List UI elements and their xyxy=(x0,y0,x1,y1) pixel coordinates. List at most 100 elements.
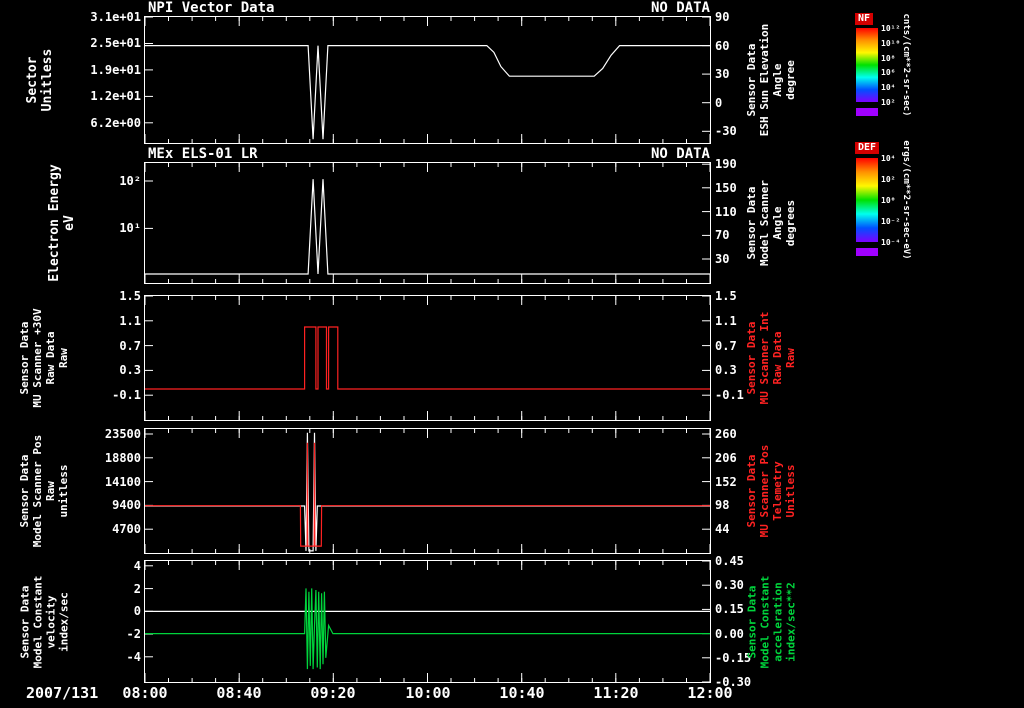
panel-1-left-tick-label: 3.1e+01 xyxy=(90,10,141,24)
panel-5-right-tick-label: 0.00 xyxy=(715,627,744,641)
panel-5-right-axis-title-line: Model Constant xyxy=(758,575,771,668)
panel-1-left-tick-label: 6.2e+00 xyxy=(90,116,141,130)
x-tick-label: 09:20 xyxy=(310,684,356,702)
panel-1-right-tick-label: -30 xyxy=(715,124,737,138)
colorbar-tick-label: 10² xyxy=(881,98,896,107)
series-mu-scanner-pos-telemetry xyxy=(145,442,710,547)
panel-2-left-tick-label: 10¹ xyxy=(119,221,141,235)
series-model-scanner-angle xyxy=(145,179,710,275)
panel-5-right-axis-title: Sensor Data Model Constant acceleration ind… xyxy=(745,560,797,683)
panel-4-left-axis-title-line: Sensor Data xyxy=(18,454,31,528)
series-mu-scanner-30v-raw xyxy=(145,326,710,390)
colorbar-unit-text: cnts/(cm**2-sr-sec) xyxy=(901,13,911,117)
panel-5-left-axis-title: Sensor Data Model Constant velocity index/s… xyxy=(18,560,70,683)
panel-5-right-tick-label: -0.30 xyxy=(715,675,752,689)
panel-1-left-axis-title-line: Sector xyxy=(25,56,40,104)
panel-3-right-tick-label: 1.5 xyxy=(715,289,737,303)
panel-1-left-axis-title-line: Unitless xyxy=(40,48,55,112)
panel-4-right-axis-title-line: Unitless xyxy=(784,464,797,518)
panel-1-right-tick-label: 0 xyxy=(715,96,723,110)
panel-3-left-axis-title-line: Sensor Data xyxy=(18,321,31,395)
colorbar-below-range-block xyxy=(856,248,878,256)
panel-5-right-tick-label: 0.45 xyxy=(715,554,744,568)
panel-3-plot xyxy=(145,296,710,420)
colorbar-unit-label: cnts/(cm**2-sr-sec) xyxy=(901,5,911,125)
panel-1-left-tick-label: 1.9e+01 xyxy=(90,63,141,77)
panel-2-right-axis-title: Sensor Data Model Scanner Angle degrees xyxy=(745,162,797,284)
panel-4-right-tick-label: 44 xyxy=(715,522,730,536)
panel-4-left-axis-title: Sensor Data Model Scanner Pos Raw unitless xyxy=(18,428,70,554)
panel-5-right-tick-label: -0.15 xyxy=(715,651,752,665)
x-tick-label: 12:00 xyxy=(687,684,733,702)
panel-5-plot xyxy=(145,561,710,682)
panel-4-left-tick-label: 18800 xyxy=(104,451,141,465)
x-tick-label: 11:20 xyxy=(593,684,639,702)
panel-3-right-axis-title-line: Sensor Data xyxy=(745,321,758,395)
colorbar-tick-label: 10² xyxy=(881,175,896,184)
panel-2-right-tick-label: 30 xyxy=(715,252,730,266)
colorbar-nf-badge: NF xyxy=(855,13,874,25)
colorbar-tick-label: 10⁴ xyxy=(881,154,896,163)
panel-1-left-tick-label: 1.2e+01 xyxy=(90,89,141,103)
panel-5-right-axis-title-line: Sensor Data xyxy=(745,585,758,658)
panel-3-right-axis-title-line: Raw xyxy=(784,348,797,368)
panel-2-left-tick-label: 10² xyxy=(119,174,141,188)
panel-3-left-axis-title-line: Raw Data xyxy=(44,331,57,385)
panel-2-right-tick-label: 110 xyxy=(715,205,737,219)
panel-5-right-axis-title-line: index/sec**2 xyxy=(784,581,797,662)
panel-5-right-tick-label: 0.15 xyxy=(715,602,744,616)
panel-5-left-axis-title-line: Sensor Data xyxy=(18,585,31,658)
panel-3-left-axis-title-line: MU Scanner +30V xyxy=(31,308,44,408)
panel-1-no-data-flag: NO DATA xyxy=(650,0,710,16)
colorbar-def-badge: DEF xyxy=(855,142,880,154)
panel-2-left-axis-title: Electron Energy eV xyxy=(47,162,77,284)
panel-4-right-tick-label: 260 xyxy=(715,427,737,441)
panel-4-plot xyxy=(145,429,710,553)
panel-3-left-tick-label: 0.3 xyxy=(119,363,141,377)
panel-1-right-axis-title-line: Angle xyxy=(771,63,784,97)
panel-4-right-axis-title-line: Sensor Data xyxy=(745,454,758,528)
panel-3-right-tick-label: -0.1 xyxy=(715,388,744,402)
panel-3-left-tick-label: 1.5 xyxy=(119,289,141,303)
panel-3-left-tick-label: 1.1 xyxy=(119,314,141,328)
panel-1-right-axis-title: Sensor Data ESH Sun Elevation Angle degree xyxy=(745,16,797,144)
panel-1-left-tick-label: 2.5e+01 xyxy=(90,36,141,50)
panel-4-right-axis-title-line: MU Scanner Pos xyxy=(758,444,771,538)
panel-4-left-axis-title-line: unitless xyxy=(57,464,70,518)
panel-2-right-tick-label: 190 xyxy=(715,157,737,171)
panel-4-left-tick-label: 4700 xyxy=(112,522,141,536)
panel-2-no-data-flag: NO DATA xyxy=(650,146,710,162)
x-tick-label: 10:00 xyxy=(405,684,451,702)
panel-1-plot xyxy=(145,17,710,143)
panel-3-left-tick-label: -0.1 xyxy=(112,388,141,402)
colorbar-below-range-block xyxy=(856,108,878,116)
panel-2-right-tick-label: 70 xyxy=(715,228,730,242)
panel-4-left-tick-label: 9400 xyxy=(112,498,141,512)
panel-4-left-tick-label: 23500 xyxy=(104,427,141,441)
panel-4-right-axis-title-line: Telemetry xyxy=(771,461,784,521)
series-model-scanner-pos-raw xyxy=(145,432,710,552)
colorbar-def xyxy=(856,158,878,242)
date-label: 2007/131 xyxy=(26,684,99,702)
panel-4-left-axis-title-line: Raw xyxy=(44,481,57,501)
panel-5-left-tick-label: 0 xyxy=(133,604,141,618)
panel-2-left-axis-title-line: eV xyxy=(62,215,77,231)
panel-1-title: NPI Vector Data xyxy=(148,0,275,16)
panel-4-right-tick-label: 206 xyxy=(715,451,737,465)
colorbar-unit-label: ergs/(cm**2-sr-sec-eV) xyxy=(901,140,911,260)
panel-model-constant xyxy=(144,560,711,683)
panel-3-right-tick-label: 1.1 xyxy=(715,314,737,328)
panel-3-left-axis-title-line: Raw xyxy=(57,348,70,368)
panel-4-right-tick-label: 98 xyxy=(715,498,730,512)
panel-5-right-axis-title-line: acceleration xyxy=(771,581,784,662)
panel-2-left-axis-title-line: Electron Energy xyxy=(47,164,62,282)
panel-5-left-tick-label: 4 xyxy=(133,559,141,573)
colorbar-tick-label: 10⁻⁴ xyxy=(881,238,901,247)
panel-2-right-axis-title-line: Model Scanner xyxy=(758,179,771,267)
panel-npi-vector xyxy=(144,16,711,144)
series-model-constant-acceleration xyxy=(145,588,710,670)
panel-2-plot xyxy=(145,163,710,283)
panel-2-title: MEx ELS-01 LR xyxy=(148,146,258,162)
panel-5-left-axis-title-line: index/sec xyxy=(57,591,70,652)
series-esh-sun-elevation-angle xyxy=(145,45,710,140)
